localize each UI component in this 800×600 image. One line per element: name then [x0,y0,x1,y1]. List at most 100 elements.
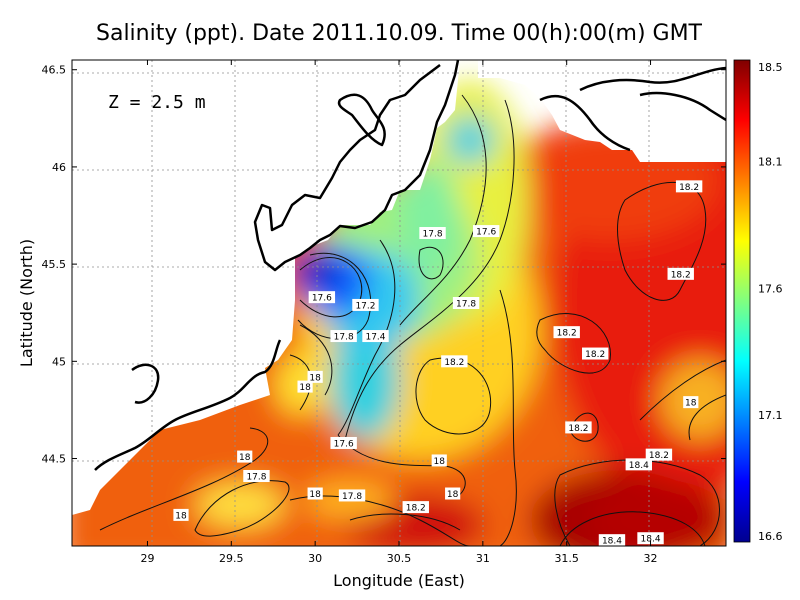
contour-label: 18.2 [565,421,592,434]
contour-label-text: 18 [239,453,251,463]
contour-label: 17.2 [352,298,379,311]
colorbar-tick-label: 18.5 [758,61,783,74]
contour-label-bg [667,267,694,280]
y-axis-ticks: 44.5 45 45.5 46 46.5 [42,64,726,466]
contour-label-bg [237,450,253,463]
contour-label-bg [307,370,323,383]
contour-label-bg [173,508,189,521]
contour-label-bg [352,298,379,311]
contour-label-text: 18 [175,511,187,521]
contour-label: 18.2 [675,180,703,193]
contour-label-text: 17.8 [246,473,266,483]
contour-label: 18.2 [553,326,580,339]
colorbar-ticks: 18.5 18.1 17.6 17.1 16.6 [758,61,783,543]
contour-label-text: 18.4 [602,537,622,547]
contour-label-text: 17.8 [423,230,443,240]
x-axis-title: Longitude (East) [333,571,465,590]
y-tick-label: 44.5 [42,453,67,466]
contour-label: 17.6 [473,225,500,238]
contour-label: 18.4 [637,532,664,545]
contour-labels: 18.2 18.2 17.6 17.8 17.8 17.6 17.2 17.8 17.4 18.2… [173,180,703,547]
contour-label-bg [297,380,313,393]
contour-label: 18 [297,380,313,393]
contour-label: 18 [307,487,323,500]
contour-label-bg [431,454,447,467]
contour-label: 18 [173,508,189,521]
contour-label: 17.8 [338,489,366,502]
contour-label-text: 17.4 [365,333,385,343]
contour-label: 18.2 [582,347,609,360]
contour-label-bg [683,396,699,409]
contour-label-bg [645,448,673,461]
contour-lines [99,94,726,546]
contour-label-bg [625,458,652,471]
land-mask [72,60,726,515]
contour-label: 18.2 [441,355,468,368]
contour-label: 17.6 [308,291,336,304]
contour-label-text: 17.6 [334,439,354,449]
x-axis-ticks: 29 29.5 30 30.5 31 31.5 32 [140,60,658,565]
contour-label-text: 17.6 [312,294,332,304]
x-tick-label: 31.5 [554,552,579,565]
contour-label-bg [441,355,468,368]
contour-label: 17.8 [243,470,270,483]
contour-label-text: 18 [434,457,446,467]
contour-label-text: 18.2 [568,424,588,434]
contour-label: 18.4 [625,458,652,471]
contour-label-text: 18.2 [406,504,426,514]
contour-label: 18 [307,370,323,383]
contour-label-text: 18.2 [444,358,464,368]
contour-label-text: 18 [299,383,311,393]
depth-annotation: Z = 2.5 m [108,92,206,113]
contour-label-bg [308,291,336,304]
contour-label-bg [582,347,609,360]
contour-label: 17.4 [362,330,389,343]
contour-label-bg [330,330,357,343]
colorbar-tick-label: 17.6 [758,282,783,295]
chart-title: Salinity (ppt). Date 2011.10.09. Time 00… [96,21,703,46]
x-tick-label: 29.5 [219,552,244,565]
colorbar-tick-label: 17.1 [758,409,783,422]
x-tick-label: 29 [140,552,154,565]
contour-label-bg [243,470,270,483]
contour-label-text: 18.2 [671,270,691,280]
contour-label-text: 17.6 [476,228,496,238]
contour-label-bg [565,421,592,434]
contour-label: 18 [445,487,461,500]
contour-label: 18.2 [645,448,673,461]
coastline [94,60,726,471]
contour-label-text: 18 [309,373,321,383]
contour-label: 18 [683,396,699,409]
colorbar-tick-label: 18.1 [758,155,783,168]
contour-label-text: 18.4 [641,535,661,545]
colorbar-scale [733,59,751,543]
contour-label-bg [419,227,446,240]
colorbar: 18.5 18.1 17.6 17.1 16.6 [733,59,783,543]
contour-label-bg [402,501,429,514]
contour-label-text: 17.8 [456,300,476,310]
contour-label: 17.6 [330,436,357,449]
x-tick-label: 31 [476,552,490,565]
contour-label: 17.8 [419,227,446,240]
contour-label: 18 [431,454,447,467]
contour-label-text: 18.2 [585,350,605,360]
contour-label: 18.2 [667,267,694,280]
y-tick-label: 45 [52,355,66,368]
contour-label-text: 17.8 [334,333,354,343]
contour-label-text: 17.8 [342,492,362,502]
contour-label-bg [362,330,389,343]
contour-label: 17.8 [452,297,480,310]
y-tick-label: 45.5 [42,258,67,271]
contour-label-text: 18.2 [679,183,699,193]
contour-label-bg [445,487,461,500]
colorbar-tick-label: 16.6 [758,530,783,543]
contour-label: 18.2 [402,501,429,514]
plot-area: 18.2 18.2 17.6 17.8 17.8 17.6 17.2 17.8 17.4 18.2… [71,59,727,547]
contour-label-text: 18 [447,490,459,500]
contour-label-bg [637,532,664,545]
contour-label-bg [338,489,366,502]
contour-label-text: 18.4 [629,461,649,471]
y-axis-title: Latitude (North) [17,239,36,367]
contour-label-bg [307,487,323,500]
